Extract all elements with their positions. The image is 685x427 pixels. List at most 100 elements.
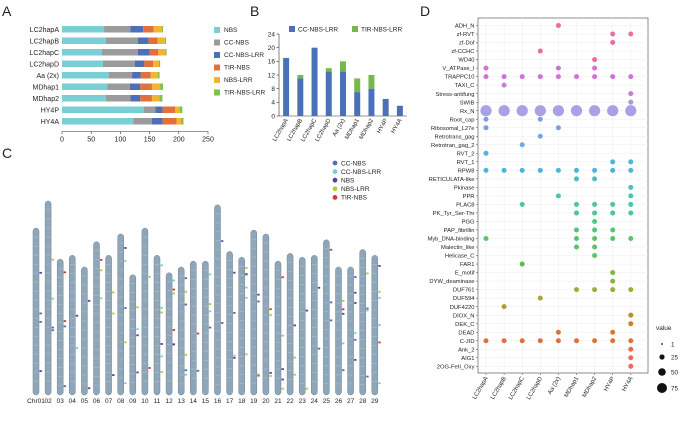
row-label: DIOX_N [453,313,475,319]
gene-marker [281,378,284,381]
chromosome-label: 13 [178,398,186,405]
gene-marker [354,359,357,361]
row-label: Stress-antifung [436,92,475,98]
gene-marker [305,309,309,312]
category-label: LC2hapD [29,62,59,69]
chromosome [56,258,64,396]
gene-marker [75,314,79,317]
row-label: DEK_C [455,322,474,328]
gene-marker [342,299,345,302]
bar-segment [62,106,144,113]
gene-marker [354,276,357,278]
dot [628,99,634,105]
dot [552,105,565,117]
column-label: MDhap2 [582,375,599,398]
legend-swatch [214,27,220,33]
dot [592,244,598,250]
dot [625,105,637,117]
gene-marker [208,326,212,329]
dot [534,105,546,117]
gene-marker [293,373,296,376]
gene-marker [184,369,188,372]
gene-marker [184,277,188,280]
y-tick-label: 20 [268,45,276,52]
gene-marker [354,332,357,334]
gene-marker [233,271,236,274]
dot [519,338,525,344]
category-label: MDhap2 [359,117,376,140]
dot [628,210,634,216]
row-label: Rx_N [460,109,475,115]
chromosome [335,266,342,396]
dot [483,338,489,344]
bar-segment [162,118,177,125]
bar-segment [137,49,150,56]
row-label: RPW8 [458,168,475,174]
gene-marker [136,328,139,331]
dot [519,261,525,267]
legend-swatch [214,64,220,71]
dot [592,210,598,216]
chromosome-label: 03 [57,398,65,405]
gene-marker [257,374,260,377]
bar-segment [382,98,389,116]
dot [555,74,561,80]
gene-marker [293,324,296,327]
size-legend-dot [659,354,665,360]
row-label: C-JID [460,339,475,345]
chromosome [359,249,366,396]
column-label: LC2hapA [472,376,490,401]
chromosome [117,233,124,396]
row-label: Myb_DNA-binding [427,237,474,243]
gene-marker [172,288,175,291]
chromosome-label: 04 [69,398,77,405]
bar-segment [62,49,102,56]
gene-marker [63,271,67,274]
column-label: LC2hapB [490,376,508,401]
dot [592,74,598,80]
dot [519,201,525,207]
bar-segment [62,72,109,79]
gene-marker [100,258,103,261]
gene-marker [208,273,212,276]
gene-marker [354,302,357,304]
chromosome-label: 25 [323,398,331,405]
category-label: HY4P [41,108,60,115]
chromosome-label: 05 [81,398,89,405]
bar-segment [144,60,154,67]
chromosome [44,200,52,396]
size-legend-label: 50 [671,369,679,376]
y-tick-label: 8 [271,86,275,93]
bar-segment [62,118,134,125]
category-label: MDhap1 [33,85,60,92]
chromosome-label: 11 [154,398,161,405]
dot [592,236,598,241]
dot [628,201,634,207]
chromosome-label: 23 [299,398,307,405]
dot [574,176,579,182]
legend-swatch [214,52,220,58]
bar-segment [62,37,106,44]
bar-segment [105,37,138,44]
gene-marker [160,343,163,345]
row-label: V_ATPase_I [442,66,475,72]
gene-marker [87,387,91,390]
chromosome-label: 07 [105,398,113,405]
bar-segment [130,95,141,102]
chromosome [177,266,185,396]
category-label: HY4A [391,118,404,135]
dot [589,105,601,117]
chromosome [153,255,161,396]
bar-segment [151,118,163,125]
bar-segment [162,106,176,113]
dot [628,346,634,352]
gene-marker [112,374,115,377]
dot [592,57,598,63]
dot [610,287,616,293]
chromosome [323,239,330,396]
dot [592,253,598,259]
gene-marker [196,369,200,372]
dot [610,159,616,165]
